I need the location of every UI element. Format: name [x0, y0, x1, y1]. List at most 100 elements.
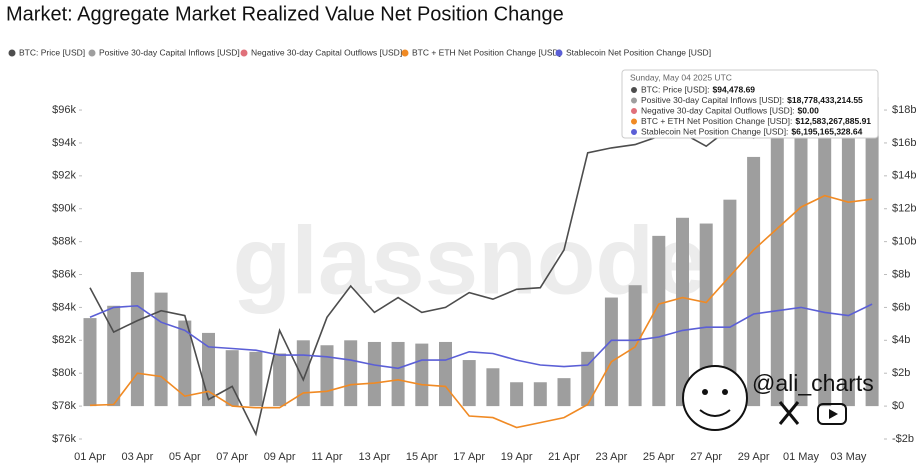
tooltip-swatch	[631, 118, 637, 125]
x-tick-label: 05 Apr	[169, 451, 201, 463]
tooltip-value: $0.00	[798, 105, 820, 115]
avatar-eye	[722, 389, 728, 395]
legend-label: Stablecoin Net Position Change [USD]	[566, 47, 711, 57]
bar	[676, 217, 689, 407]
y2-tick-label: $14b	[892, 170, 916, 182]
legend-label: Negative 30-day Capital Outflows [USD]	[251, 47, 402, 57]
bar	[841, 103, 855, 407]
play-icon-triangle	[829, 409, 838, 419]
watermark: glassnode	[233, 207, 708, 314]
y2-tick-label: $16b	[892, 137, 916, 149]
y2-tick-label: $4b	[892, 334, 910, 346]
y-tick-label: $80k	[52, 367, 76, 379]
line	[89, 303, 873, 370]
legend-label: BTC: Price [USD]	[19, 47, 85, 57]
y2-tick-label: $12b	[892, 203, 916, 215]
x-tick-label: 23 Apr	[595, 451, 627, 463]
bar	[391, 341, 405, 407]
x-tick-label: 21 Apr	[548, 451, 580, 463]
chart-title: Market: Aggregate Market Realized Value …	[6, 3, 564, 25]
y-tick-label: $82k	[52, 334, 76, 346]
bar	[818, 111, 832, 407]
avatar-eye	[702, 389, 708, 395]
legend-swatch	[401, 49, 409, 57]
x-tick-label: 13 Apr	[358, 451, 390, 463]
line	[89, 194, 873, 429]
y2-tick-label: $2b	[892, 367, 910, 379]
legend-swatch	[240, 49, 248, 57]
x-tick-label: 07 Apr	[216, 451, 248, 463]
x-icon	[778, 401, 800, 425]
bar	[486, 368, 500, 407]
y2-tick-label: $0	[892, 400, 904, 412]
avatar-smile	[699, 409, 731, 417]
tooltip-date: Sunday, May 04 2025 UTC	[630, 72, 732, 82]
legend-swatch	[88, 49, 96, 57]
bar	[83, 318, 97, 407]
tooltip-box	[621, 69, 879, 139]
y2-tick-label: $8b	[892, 268, 910, 280]
bar	[652, 235, 666, 407]
bar	[320, 345, 334, 407]
y-tick-label: $94k	[52, 137, 76, 149]
y-tick-label: $84k	[52, 301, 76, 313]
x-tick-label: 25 Apr	[643, 451, 675, 463]
y-tick-label: $90k	[52, 203, 76, 215]
bar	[770, 129, 784, 407]
play-icon	[817, 403, 847, 425]
x-tick-label: 11 Apr	[312, 451, 343, 463]
bar	[367, 341, 381, 407]
legend-label: BTC + ETH Net Position Change [USD]	[412, 47, 561, 57]
tooltip-label: Stablecoin Net Position Change [USD]:	[641, 126, 788, 136]
tooltip-label: Positive 30-day Capital Inflows [USD]:	[641, 95, 784, 105]
tooltip-label: Negative 30-day Capital Outflows [USD]:	[641, 105, 795, 115]
x-tick-label: 15 Apr	[406, 451, 438, 463]
y2-tick-label: $18b	[892, 104, 916, 116]
bar	[462, 360, 476, 407]
x-tick-label: 03 Apr	[121, 451, 153, 463]
bar	[865, 97, 879, 407]
tooltip-swatch	[631, 129, 637, 135]
y-tick-label: $88k	[52, 236, 76, 248]
bar	[130, 272, 144, 407]
bar	[533, 382, 547, 407]
tooltip-swatch	[631, 97, 637, 104]
bar	[747, 156, 761, 407]
bar	[296, 340, 310, 407]
tooltip-value: $18,778,433,214.55	[787, 95, 863, 105]
y-tick-label: $92k	[52, 170, 76, 182]
bar	[604, 297, 618, 407]
bar	[107, 305, 121, 407]
bar	[439, 341, 452, 407]
legend-swatch	[8, 49, 16, 57]
bar	[249, 351, 263, 407]
bar	[557, 378, 571, 407]
x-tick-label: 01 Apr	[74, 451, 106, 463]
bar	[699, 223, 713, 407]
bar	[415, 343, 429, 407]
tooltip-value: $6,195,165,328.64	[791, 126, 862, 136]
tooltip-value: $12,583,267,885.91	[795, 116, 871, 126]
bar	[225, 350, 239, 407]
x-tick-label: 29 Apr	[738, 451, 770, 463]
x-tick-label: 19 Apr	[501, 451, 533, 463]
avatar	[682, 365, 748, 431]
x-tick-label: 01 May	[783, 451, 820, 463]
tooltip: Sunday, May 04 2025 UTC BTC: Price [USD]:…	[621, 69, 879, 139]
tooltip-swatch	[631, 108, 637, 114]
bar	[273, 353, 287, 407]
brand-logo: @ali_charts	[682, 365, 874, 431]
x-tick-label: 17 Apr	[453, 451, 485, 463]
y-tick-label: $78k	[52, 400, 76, 412]
bar	[344, 340, 358, 407]
brand-handle: @ali_charts	[752, 370, 874, 396]
bar	[794, 118, 808, 407]
y-tick-label: $76k	[52, 433, 76, 445]
tooltip-label: BTC + ETH Net Position Change [USD]:	[641, 116, 792, 126]
y-tick-label: $96k	[52, 104, 76, 116]
legend-swatch	[555, 49, 563, 57]
y2-tick-label: $10b	[892, 236, 916, 248]
x-tick-label: 09 Apr	[264, 451, 296, 463]
tooltip-label: BTC: Price [USD]:	[641, 84, 709, 94]
